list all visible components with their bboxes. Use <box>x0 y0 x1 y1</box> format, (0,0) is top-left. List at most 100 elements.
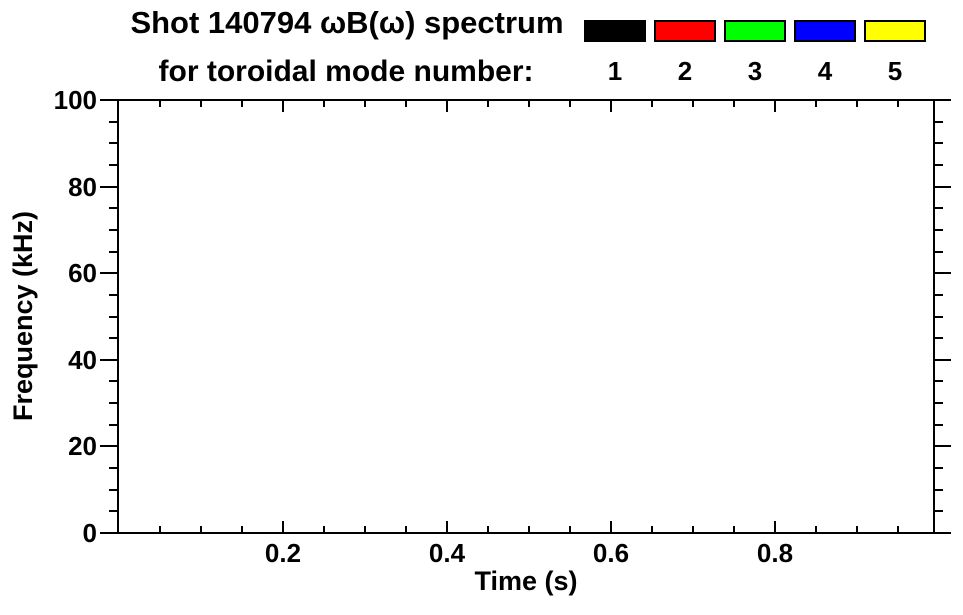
y-minor-tick-right <box>933 294 943 296</box>
y-axis-title: Frequency (kHz) <box>8 210 38 422</box>
y-minor-tick-left <box>109 424 118 426</box>
y-major-tick-right <box>933 359 951 361</box>
x-minor-tick-bottom <box>200 526 202 533</box>
y-minor-tick-right <box>933 164 943 166</box>
chart-title: Shot 140794 ωB(ω) spectrum <box>130 5 564 40</box>
y-minor-tick-left <box>109 229 118 231</box>
x-major-tick-top <box>774 100 776 112</box>
y-major-tick-left <box>100 186 118 188</box>
legend-mode-label-5: 5 <box>887 56 903 86</box>
y-major-tick-left <box>100 272 118 274</box>
x-minor-tick-top <box>815 100 817 107</box>
y-axis-left <box>117 99 119 534</box>
x-minor-tick-bottom <box>528 526 530 533</box>
y-major-tick-left <box>100 445 118 447</box>
x-minor-tick-top <box>569 100 571 107</box>
y-major-tick-right <box>933 99 951 101</box>
y-tick-label: 100 <box>53 85 97 115</box>
x-minor-tick-bottom <box>897 526 899 533</box>
y-minor-tick-right <box>933 229 943 231</box>
legend-swatch-2 <box>654 20 716 42</box>
x-minor-tick-bottom <box>241 526 243 533</box>
legend-swatch-4 <box>794 20 856 42</box>
x-tick-label: 0.6 <box>592 538 630 568</box>
x-minor-tick-bottom <box>815 526 817 533</box>
x-major-tick-bottom <box>610 521 612 533</box>
y-minor-tick-left <box>109 121 118 123</box>
x-tick-label: 0.2 <box>264 538 302 568</box>
y-minor-tick-left <box>109 164 118 166</box>
x-major-tick-top <box>610 100 612 112</box>
x-minor-tick-bottom <box>733 526 735 533</box>
y-tick-label: 20 <box>68 431 97 461</box>
y-minor-tick-right <box>933 207 943 209</box>
x-minor-tick-bottom <box>405 526 407 533</box>
legend-mode-label-3: 3 <box>747 56 763 86</box>
y-tick-label: 60 <box>68 258 97 288</box>
x-minor-tick-bottom <box>323 526 325 533</box>
x-axis-bottom <box>117 532 951 534</box>
y-tick-label: 0 <box>82 518 97 548</box>
y-minor-tick-right <box>933 337 943 339</box>
y-minor-tick-right <box>933 316 943 318</box>
x-minor-tick-bottom <box>487 526 489 533</box>
y-minor-tick-right <box>933 467 943 469</box>
x-tick-label: 0.8 <box>756 538 794 568</box>
y-major-tick-left <box>100 532 118 534</box>
y-minor-tick-left <box>109 207 118 209</box>
legend-swatch-5 <box>864 20 926 42</box>
x-major-tick-top <box>282 100 284 112</box>
x-minor-tick-top <box>241 100 243 107</box>
y-minor-tick-right <box>933 142 943 144</box>
y-minor-tick-left <box>109 316 118 318</box>
x-major-tick-top <box>446 100 448 112</box>
y-minor-tick-left <box>109 380 118 382</box>
x-minor-tick-top <box>651 100 653 107</box>
x-minor-tick-bottom <box>692 526 694 533</box>
x-major-tick-bottom <box>446 521 448 533</box>
x-minor-tick-top <box>364 100 366 107</box>
y-major-tick-right <box>933 272 951 274</box>
y-minor-tick-left <box>109 337 118 339</box>
y-major-tick-right <box>933 532 951 534</box>
y-minor-tick-left <box>109 489 118 491</box>
y-minor-tick-right <box>933 402 943 404</box>
x-minor-tick-top <box>323 100 325 107</box>
y-minor-tick-left <box>109 402 118 404</box>
y-minor-tick-right <box>933 510 943 512</box>
legend-swatch-3 <box>724 20 786 42</box>
x-minor-tick-top <box>692 100 694 107</box>
x-major-tick-bottom <box>774 521 776 533</box>
y-minor-tick-right <box>933 251 943 253</box>
x-minor-tick-top <box>528 100 530 107</box>
y-minor-tick-left <box>109 294 118 296</box>
x-minor-tick-bottom <box>651 526 653 533</box>
y-minor-tick-right <box>933 424 943 426</box>
x-minor-tick-top <box>405 100 407 107</box>
y-minor-tick-right <box>933 121 943 123</box>
y-minor-tick-right <box>933 380 943 382</box>
y-tick-label: 80 <box>68 172 97 202</box>
x-axis-top <box>117 99 951 101</box>
x-major-tick-bottom <box>282 521 284 533</box>
x-minor-tick-bottom <box>364 526 366 533</box>
x-tick-label: 0.4 <box>428 538 466 568</box>
y-minor-tick-left <box>109 251 118 253</box>
x-minor-tick-top <box>897 100 899 107</box>
y-major-tick-right <box>933 186 951 188</box>
y-major-tick-left <box>100 359 118 361</box>
x-minor-tick-bottom <box>856 526 858 533</box>
legend-swatch-1 <box>584 20 646 42</box>
x-minor-tick-top <box>159 100 161 107</box>
chart-subtitle: for toroidal mode number: <box>158 55 534 88</box>
y-minor-tick-left <box>109 467 118 469</box>
x-minor-tick-top <box>487 100 489 107</box>
legend-mode-label-4: 4 <box>817 56 833 86</box>
x-minor-tick-bottom <box>569 526 571 533</box>
legend-mode-label-1: 1 <box>607 56 623 86</box>
x-minor-tick-top <box>200 100 202 107</box>
y-minor-tick-left <box>109 510 118 512</box>
y-major-tick-left <box>100 99 118 101</box>
legend-mode-label-2: 2 <box>677 56 693 86</box>
